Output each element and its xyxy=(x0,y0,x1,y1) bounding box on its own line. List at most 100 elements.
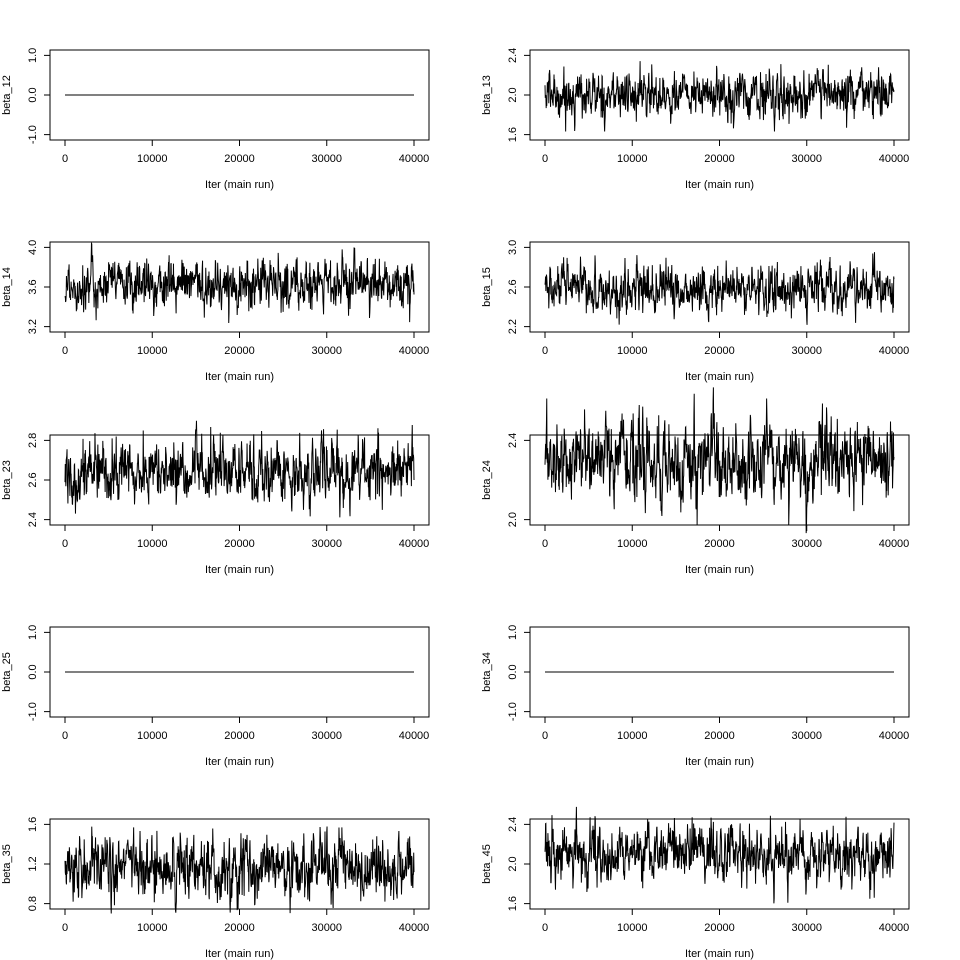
y-tick-label: -1.0 xyxy=(27,702,39,721)
x-tick-label: 0 xyxy=(542,922,548,934)
x-tick-label: 30000 xyxy=(311,730,342,742)
panel-beta-34: 0 10000 20000 30000 40000 Iter (main run) -1.0… xyxy=(481,625,910,768)
y-tick-label: 2.0 xyxy=(507,512,519,527)
x-tick-label: 20000 xyxy=(224,153,255,165)
trace-line xyxy=(64,826,415,914)
x-tick-label: 30000 xyxy=(791,153,822,165)
x-tick-label: 20000 xyxy=(224,922,255,934)
trace-line xyxy=(64,420,415,518)
x-tick-label: 10000 xyxy=(137,538,168,550)
x-tick-label: 20000 xyxy=(224,345,255,357)
y-tick-label: 1.0 xyxy=(27,48,39,63)
x-tick-label: 20000 xyxy=(704,922,735,934)
x-tick-label: 10000 xyxy=(137,153,168,165)
panel-beta-13: 0 10000 20000 30000 40000 Iter (main run) 1.6 2… xyxy=(481,48,910,191)
x-tick-label: 10000 xyxy=(617,730,648,742)
trace-line xyxy=(544,61,895,132)
x-tick-label: 30000 xyxy=(311,538,342,550)
y-axis-label: beta_35 xyxy=(1,844,13,884)
x-tick-label: 10000 xyxy=(617,345,648,357)
y-tick-label: 1.0 xyxy=(27,625,39,640)
x-tick-label: 0 xyxy=(62,345,68,357)
y-tick-label: 0.0 xyxy=(27,87,39,102)
trace-line xyxy=(64,241,415,324)
x-axis-label: Iter (main run) xyxy=(685,564,754,576)
panel-beta-24: 0 10000 20000 30000 40000 Iter (main run) 2.0 2… xyxy=(481,387,910,576)
x-tick-label: 20000 xyxy=(224,538,255,550)
x-tick-label: 0 xyxy=(62,538,68,550)
x-tick-label: 30000 xyxy=(791,345,822,357)
x-tick-label: 20000 xyxy=(704,730,735,742)
y-tick-label: 2.8 xyxy=(27,433,39,448)
x-tick-label: 0 xyxy=(62,922,68,934)
y-tick-label: 2.6 xyxy=(27,472,39,487)
x-tick-label: 40000 xyxy=(399,922,430,934)
x-tick-label: 30000 xyxy=(311,153,342,165)
x-tick-label: 40000 xyxy=(879,730,910,742)
y-tick-label: 2.6 xyxy=(507,279,519,294)
y-axis-label: beta_13 xyxy=(481,75,493,115)
y-tick-label: -1.0 xyxy=(507,702,519,721)
y-tick-label: 1.2 xyxy=(27,856,39,871)
y-tick-label: 4.0 xyxy=(27,240,39,255)
x-tick-label: 0 xyxy=(542,153,548,165)
y-tick-label: 2.4 xyxy=(507,433,519,448)
y-tick-label: 0.8 xyxy=(27,896,39,911)
x-tick-label: 40000 xyxy=(399,538,430,550)
y-axis-label: beta_12 xyxy=(1,75,13,115)
x-tick-label: 20000 xyxy=(704,345,735,357)
y-tick-label: 2.4 xyxy=(27,512,39,527)
x-tick-label: 0 xyxy=(542,730,548,742)
panel-beta-45: 0 10000 20000 30000 40000 Iter (main run) 1.6 2… xyxy=(481,806,910,960)
x-axis-label: Iter (main run) xyxy=(205,179,274,191)
x-axis-label: Iter (main run) xyxy=(205,948,274,960)
panel-beta-35: 0 10000 20000 30000 40000 Iter (main run) 0.8 1… xyxy=(1,817,430,960)
trace-line xyxy=(544,252,895,325)
x-tick-label: 40000 xyxy=(879,153,910,165)
x-tick-label: 30000 xyxy=(791,922,822,934)
y-axis-label: beta_24 xyxy=(481,460,493,500)
x-tick-label: 30000 xyxy=(791,538,822,550)
x-tick-label: 0 xyxy=(542,345,548,357)
y-tick-label: 1.6 xyxy=(507,127,519,142)
panel-beta-12: 0 10000 20000 30000 40000 Iter (main run) -1.0… xyxy=(1,48,430,191)
x-tick-label: 20000 xyxy=(224,730,255,742)
x-tick-label: 10000 xyxy=(137,345,168,357)
y-tick-label: 2.4 xyxy=(507,817,519,832)
x-tick-label: 10000 xyxy=(617,538,648,550)
x-axis-label: Iter (main run) xyxy=(205,371,274,383)
panel-beta-23: 0 10000 20000 30000 40000 Iter (main run) 2.4 2… xyxy=(1,420,430,576)
x-tick-label: 40000 xyxy=(879,345,910,357)
y-tick-label: 2.2 xyxy=(507,319,519,334)
x-axis-label: Iter (main run) xyxy=(685,179,754,191)
x-tick-label: 0 xyxy=(62,153,68,165)
x-tick-label: 40000 xyxy=(399,345,430,357)
y-axis-label: beta_23 xyxy=(1,460,13,500)
y-axis-label: beta_45 xyxy=(481,844,493,884)
panel-beta-25: 0 10000 20000 30000 40000 Iter (main run) -1.0… xyxy=(1,625,430,768)
x-tick-label: 30000 xyxy=(311,922,342,934)
x-axis-label: Iter (main run) xyxy=(685,371,754,383)
x-tick-label: 40000 xyxy=(879,538,910,550)
y-axis-label: beta_14 xyxy=(1,267,13,307)
y-tick-label: 1.0 xyxy=(507,625,519,640)
x-tick-label: 0 xyxy=(62,730,68,742)
x-tick-label: 10000 xyxy=(137,730,168,742)
x-tick-label: 10000 xyxy=(137,922,168,934)
y-tick-label: 3.6 xyxy=(27,279,39,294)
x-tick-label: 20000 xyxy=(704,538,735,550)
y-tick-label: 0.0 xyxy=(27,664,39,679)
y-tick-label: -1.0 xyxy=(27,125,39,144)
x-axis-label: Iter (main run) xyxy=(685,756,754,768)
y-tick-label: 1.6 xyxy=(507,896,519,911)
trace-line xyxy=(544,806,895,904)
y-axis-label: beta_25 xyxy=(1,652,13,692)
y-tick-label: 3.0 xyxy=(507,240,519,255)
x-tick-label: 40000 xyxy=(399,153,430,165)
y-axis-label: beta_15 xyxy=(481,267,493,307)
panel-beta-14: 0 10000 20000 30000 40000 Iter (main run) 3.2 3… xyxy=(1,240,430,383)
x-tick-label: 40000 xyxy=(879,922,910,934)
y-tick-label: 2.0 xyxy=(507,856,519,871)
y-axis-label: beta_34 xyxy=(481,652,493,692)
